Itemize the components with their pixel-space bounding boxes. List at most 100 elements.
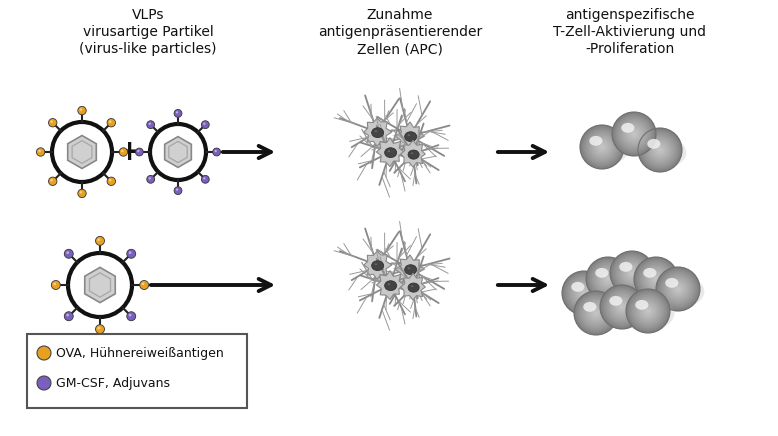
Circle shape <box>591 136 613 158</box>
Circle shape <box>566 276 601 310</box>
Circle shape <box>636 299 660 323</box>
Circle shape <box>592 137 612 157</box>
Circle shape <box>584 301 608 325</box>
Text: (virus-like particles): (virus-like particles) <box>79 42 217 56</box>
Circle shape <box>640 262 672 296</box>
Circle shape <box>629 270 635 276</box>
Circle shape <box>645 268 668 290</box>
Circle shape <box>587 258 629 300</box>
Circle shape <box>591 307 601 319</box>
Circle shape <box>619 304 625 310</box>
Ellipse shape <box>571 282 584 292</box>
Circle shape <box>631 294 665 328</box>
Circle shape <box>650 273 662 285</box>
Circle shape <box>598 268 619 290</box>
Circle shape <box>594 266 622 293</box>
Circle shape <box>584 292 585 294</box>
Circle shape <box>142 283 145 285</box>
Circle shape <box>107 177 115 185</box>
Circle shape <box>667 278 689 300</box>
Circle shape <box>577 294 615 332</box>
Circle shape <box>677 288 679 290</box>
Circle shape <box>615 300 629 314</box>
Circle shape <box>643 133 677 167</box>
Circle shape <box>563 272 605 313</box>
Circle shape <box>567 276 601 310</box>
Circle shape <box>631 294 665 328</box>
Circle shape <box>583 127 622 167</box>
Circle shape <box>677 288 679 290</box>
Circle shape <box>649 139 671 161</box>
Circle shape <box>587 304 605 322</box>
Circle shape <box>633 133 636 136</box>
Circle shape <box>668 279 689 299</box>
Circle shape <box>611 252 653 294</box>
Circle shape <box>648 271 664 287</box>
Circle shape <box>588 259 628 299</box>
Circle shape <box>611 252 654 294</box>
Circle shape <box>603 274 613 284</box>
Circle shape <box>674 285 682 293</box>
Circle shape <box>580 297 612 329</box>
Circle shape <box>612 112 655 156</box>
Circle shape <box>611 296 633 319</box>
Text: +: + <box>118 138 142 166</box>
Circle shape <box>615 300 629 313</box>
Circle shape <box>567 276 601 310</box>
Circle shape <box>121 150 124 152</box>
Circle shape <box>620 305 624 309</box>
Ellipse shape <box>564 280 611 311</box>
Circle shape <box>640 130 680 170</box>
Circle shape <box>599 144 605 150</box>
Circle shape <box>628 291 668 331</box>
Circle shape <box>589 306 604 320</box>
Circle shape <box>601 272 615 285</box>
Circle shape <box>639 262 673 296</box>
Circle shape <box>623 123 645 145</box>
Circle shape <box>644 307 651 315</box>
Circle shape <box>618 259 647 287</box>
Circle shape <box>65 312 73 321</box>
Circle shape <box>646 309 650 313</box>
Circle shape <box>636 299 661 324</box>
Ellipse shape <box>405 132 417 142</box>
Ellipse shape <box>614 121 661 152</box>
Circle shape <box>601 146 602 147</box>
Circle shape <box>608 293 636 321</box>
Circle shape <box>614 299 630 315</box>
Circle shape <box>675 286 682 292</box>
Circle shape <box>569 278 599 308</box>
Circle shape <box>174 109 182 117</box>
Circle shape <box>628 269 636 277</box>
Circle shape <box>603 288 641 326</box>
Circle shape <box>604 275 612 283</box>
Circle shape <box>591 262 625 296</box>
Circle shape <box>601 272 615 286</box>
Circle shape <box>598 143 606 151</box>
Circle shape <box>619 119 650 150</box>
Circle shape <box>661 272 696 307</box>
Circle shape <box>624 265 640 281</box>
Circle shape <box>592 137 612 157</box>
Circle shape <box>584 300 608 326</box>
Circle shape <box>660 271 696 307</box>
Circle shape <box>632 132 636 136</box>
Circle shape <box>653 143 668 157</box>
Circle shape <box>633 295 664 327</box>
Circle shape <box>615 116 653 153</box>
Circle shape <box>655 145 664 155</box>
Circle shape <box>606 291 638 323</box>
Circle shape <box>581 126 623 168</box>
Circle shape <box>581 126 622 167</box>
Circle shape <box>625 266 640 280</box>
Circle shape <box>647 270 664 287</box>
Circle shape <box>215 150 217 152</box>
Circle shape <box>661 272 695 306</box>
Circle shape <box>668 279 688 299</box>
Circle shape <box>585 302 608 324</box>
Circle shape <box>202 175 209 183</box>
Circle shape <box>600 285 644 329</box>
Circle shape <box>631 131 637 137</box>
Circle shape <box>671 283 685 295</box>
Circle shape <box>580 297 612 329</box>
